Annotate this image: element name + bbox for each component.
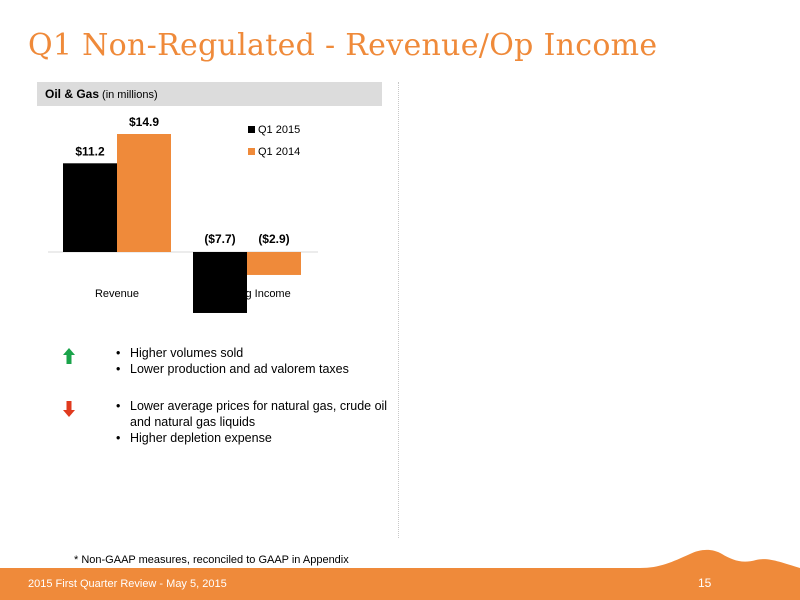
column-divider xyxy=(398,82,399,538)
legend-swatch xyxy=(248,126,255,133)
footer-text: 2015 First Quarter Review - May 5, 2015 xyxy=(28,578,227,590)
page-number: 15 xyxy=(698,576,712,590)
slide-title: Q1 Non-Regulated - Revenue/Op Income xyxy=(28,28,658,63)
section-header-units: (in millions) xyxy=(102,89,158,101)
data-label: $11.2 xyxy=(75,144,105,158)
negative-drivers-list: Lower average prices for natural gas, cr… xyxy=(116,398,406,446)
section-header: Oil & Gas (in millions) xyxy=(37,82,382,106)
data-label: ($2.9) xyxy=(258,232,289,246)
category-label: Operating Income xyxy=(203,288,290,300)
arrow-up-icon xyxy=(62,347,76,370)
bar xyxy=(247,252,301,275)
legend-label: Q1 2014 xyxy=(258,146,300,158)
data-label: $14.9 xyxy=(129,115,159,129)
category-label: Revenue xyxy=(95,288,139,300)
bar xyxy=(63,163,117,252)
bar xyxy=(193,252,247,313)
list-item: Lower average prices for natural gas, cr… xyxy=(116,398,406,430)
footer-bar xyxy=(0,549,800,600)
list-item: Lower production and ad valorem taxes xyxy=(116,361,406,377)
data-label: ($7.7) xyxy=(204,232,235,246)
footnote: * Non-GAAP measures, reconciled to GAAP … xyxy=(74,554,349,566)
legend-swatch xyxy=(248,148,255,155)
list-item: Higher depletion expense xyxy=(116,430,406,446)
positive-drivers-list: Higher volumes sold Lower production and… xyxy=(116,345,406,377)
arrow-down-icon xyxy=(62,400,76,423)
list-item: Higher volumes sold xyxy=(116,345,406,361)
bar xyxy=(117,134,171,252)
legend-label: Q1 2015 xyxy=(258,124,300,136)
section-header-title: Oil & Gas xyxy=(45,87,100,101)
